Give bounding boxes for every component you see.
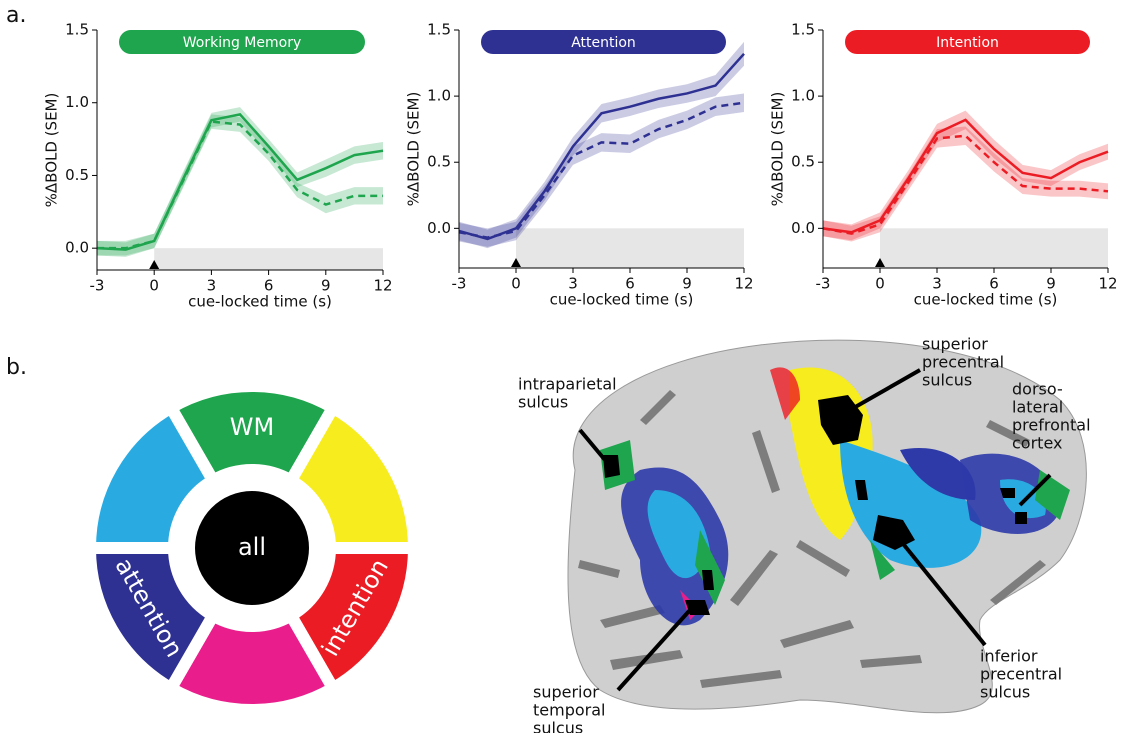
baseline-region [516,228,744,268]
wheel-segment-label: WM [230,413,274,441]
panel-label: a. [6,3,26,28]
y-tick-label: 0.0 [65,239,89,257]
y-tick-label: 0.0 [427,219,451,237]
y-tick-label: 1.0 [65,93,89,111]
series-line [97,114,383,249]
brain-label: prefrontal [1012,416,1091,435]
y-tick-label: 0.5 [65,166,89,184]
sem-band [97,114,383,255]
y-axis-label: %ΔBOLD (SEM) [405,92,423,207]
brain-label: precentral [980,665,1062,684]
x-tick-label: 12 [734,275,753,293]
chart-title: Attention [571,35,636,51]
brain-label: superior [922,335,988,354]
brain-label: sulcus [533,719,583,733]
brain-label: intraparietal [518,375,617,394]
y-tick-label: 1.5 [65,21,89,39]
wheel-center-label: all [238,533,266,561]
brain-label: temporal [533,701,605,720]
baseline-region [880,228,1108,268]
y-tick-label: 1.0 [427,87,451,105]
brain-label: sulcus [518,393,568,412]
x-tick-label: 0 [511,275,521,293]
y-tick-label: 1.0 [791,87,815,105]
x-tick-label: -3 [452,275,467,293]
brain-label: sulcus [922,371,972,390]
baseline-region [154,248,383,270]
y-axis-label: %ΔBOLD (SEM) [769,92,787,207]
sem-band [823,127,1108,242]
x-axis-label: cue-locked time (s) [914,291,1058,309]
brain-label: lateral [1012,398,1063,417]
y-tick-label: 1.5 [791,21,815,39]
y-tick-label: 0.5 [427,153,451,171]
series-line [97,122,383,249]
panel-label: b. [6,355,27,380]
x-tick-label: 12 [373,277,392,295]
y-tick-label: 1.5 [427,21,451,39]
brain-label: cortex [1012,434,1062,453]
brain-label: sulcus [980,683,1030,702]
brain-label: superior [533,683,599,702]
brain-label: inferior [980,647,1038,666]
y-tick-label: 0.0 [791,219,815,237]
x-tick-label: 0 [149,277,159,295]
y-axis-label: %ΔBOLD (SEM) [43,93,61,208]
x-tick-label: -3 [90,277,105,295]
x-tick-label: -3 [816,275,831,293]
figure: a. b. allWMintentionattention [0,0,1138,733]
x-tick-label: 12 [1098,275,1117,293]
brain-label: precentral [922,353,1004,372]
x-axis-label: cue-locked time (s) [550,291,694,309]
x-tick-label: 0 [875,275,885,293]
y-tick-label: 0.5 [791,153,815,171]
brain-label: dorso- [1012,380,1063,399]
chart-title: Working Memory [183,35,302,51]
brain: superiorprecentralsulcusintraparietalsul… [518,335,1091,733]
chart-title: Intention [936,35,999,51]
x-axis-label: cue-locked time (s) [188,293,332,311]
series-line [459,103,744,238]
